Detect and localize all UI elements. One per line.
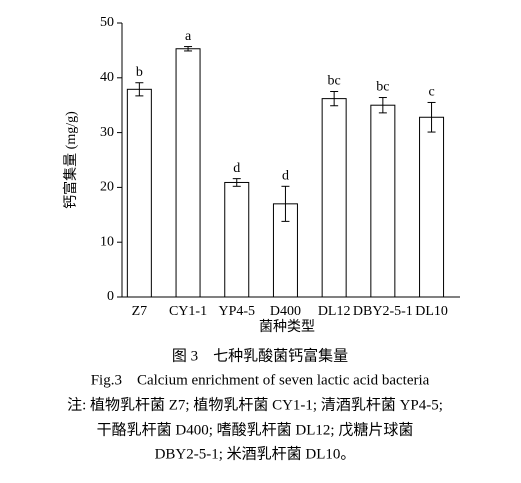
x-tick-label: YP4-5 — [218, 304, 255, 319]
y-tick-label: 30 — [100, 125, 114, 140]
x-tick-label: DBY2-5-1 — [353, 304, 413, 319]
error-bar — [378, 97, 387, 114]
bar — [321, 98, 347, 298]
significance-label: d — [233, 161, 240, 176]
caption-note: 注: 植物乳杆菌 Z7; 植物乳杆菌 CY1-1; 清酒乳杆菌 YP4-5; — [67, 396, 443, 413]
bar — [126, 88, 152, 298]
error-bar — [135, 82, 144, 97]
x-tick-label: DL10 — [415, 304, 448, 319]
error-bar — [330, 91, 339, 107]
significance-label: c — [428, 85, 434, 100]
significance-label: d — [282, 169, 289, 184]
caption-title-en: Fig.3 Calcium enrichment of seven lactic… — [91, 372, 430, 388]
x-tick-label: CY1-1 — [169, 304, 207, 319]
error-bar — [232, 178, 241, 187]
caption-note: 干酪乳杆菌 D400; 嗜酸乳杆菌 DL12; 戊糖片球菌 — [97, 421, 414, 438]
y-tick-label: 40 — [100, 70, 114, 85]
y-axis-label: 钙富集量 (mg/g) — [62, 111, 79, 209]
bar — [370, 104, 396, 298]
bar — [175, 48, 201, 298]
error-bar — [184, 46, 193, 52]
error-bar — [427, 101, 436, 133]
significance-label: a — [185, 29, 192, 44]
bar — [419, 116, 445, 298]
error-bar — [281, 185, 290, 222]
x-axis-label: 菌种类型 — [259, 319, 315, 335]
y-tick-label: 10 — [100, 234, 114, 249]
bar — [224, 181, 250, 298]
significance-label: bc — [328, 74, 341, 89]
significance-label: b — [136, 65, 143, 80]
caption-note: DBY2-5-1; 米酒乳杆菌 DL10。 — [155, 445, 356, 462]
x-tick-label: DL12 — [318, 304, 351, 319]
x-tick-label: D400 — [270, 304, 301, 319]
y-tick-label: 0 — [107, 289, 114, 304]
x-tick-label: Z7 — [132, 304, 148, 319]
caption-title: 图 3 七种乳酸菌钙富集量 — [172, 346, 348, 364]
y-tick-label: 20 — [100, 180, 114, 195]
y-tick-label: 50 — [100, 15, 114, 30]
significance-label: bc — [376, 80, 389, 95]
